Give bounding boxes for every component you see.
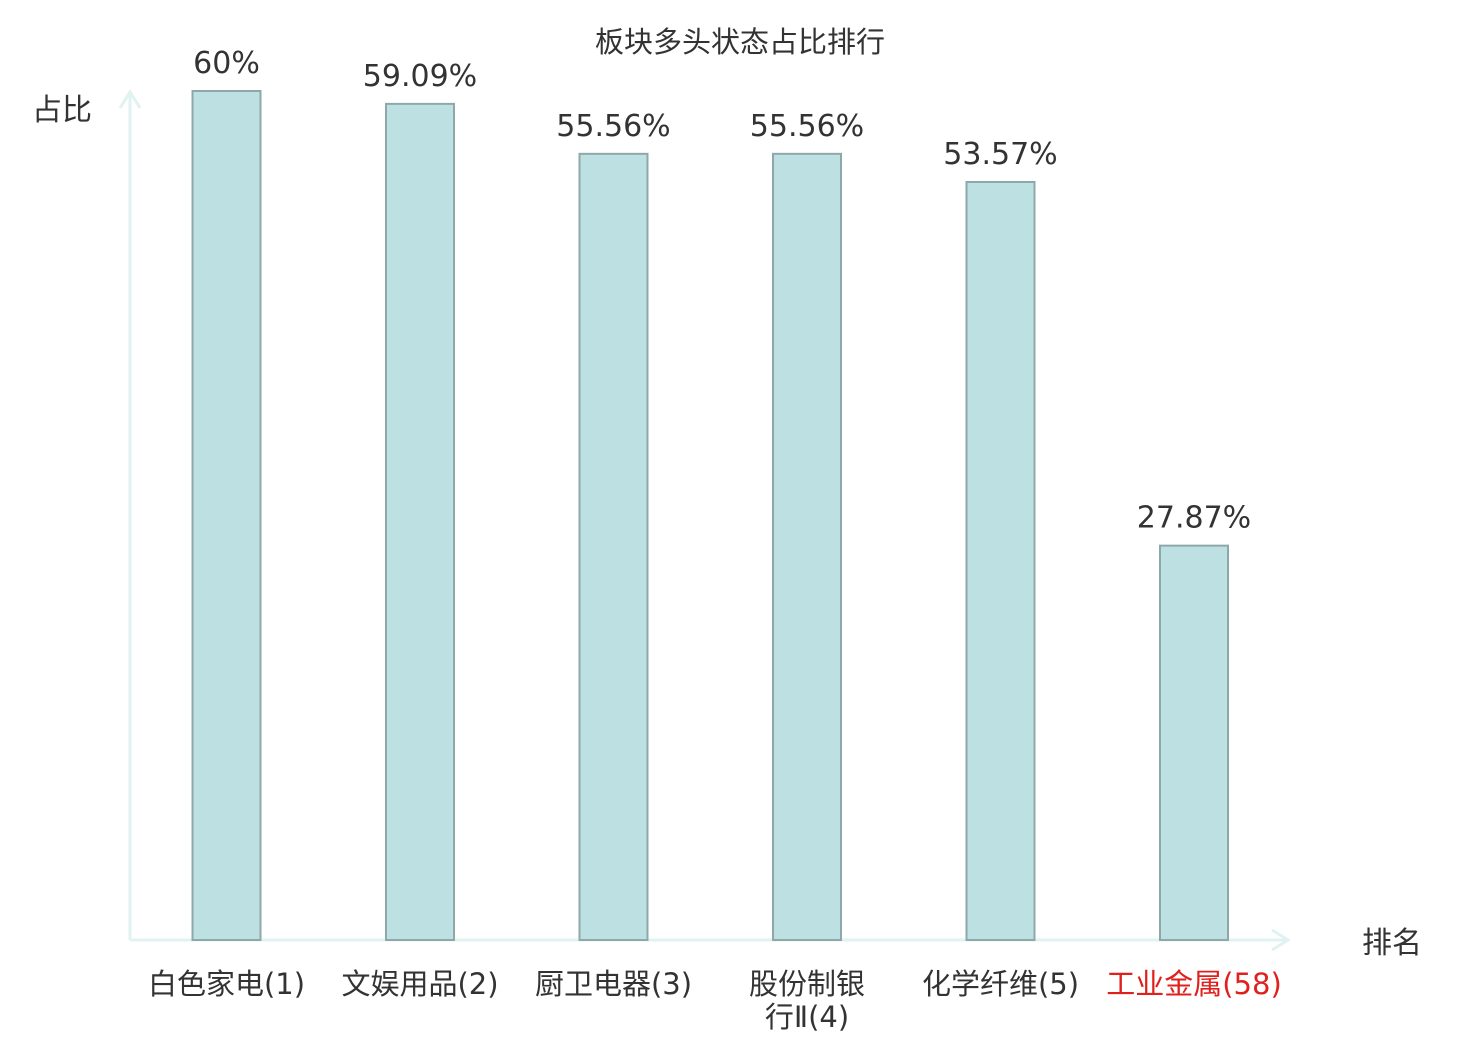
x-axis-label: 排名 [1362, 926, 1422, 961]
category-label-2: 文娱用品(2) [341, 967, 498, 1001]
bar-1 [191, 90, 262, 941]
bar-6 [1159, 544, 1229, 942]
data-label-6: 27.87% [1137, 501, 1251, 536]
y-axis-label: 占比 [32, 93, 92, 128]
data-label-1: 60% [193, 46, 260, 81]
category-label-3: 厨卫电器(3) [535, 967, 692, 1001]
x-axis-arrow [1271, 928, 1291, 952]
data-label-5: 53.57% [943, 137, 1057, 172]
category-label-line: 股份制银 [749, 967, 865, 1001]
data-label-4: 55.56% [750, 109, 864, 144]
axes [118, 89, 1291, 952]
chart-title: 板块多头状态占比排行 [595, 25, 885, 59]
bar-5 [965, 180, 1036, 941]
data-label-3: 55.56% [556, 109, 670, 144]
bars-group [191, 90, 1229, 942]
bar-4 [772, 152, 842, 942]
y-axis-arrow [118, 89, 142, 109]
category-label-6: 工业金属(58) [1106, 967, 1282, 1001]
category-labels-group: 白色家电(1) 文娱用品(2) 厨卫电器(3) 股份制银行Ⅱ(4) 化学纤维(5) 工业金… [148, 967, 1282, 1034]
data-label-2: 59.09% [363, 59, 477, 94]
bar-2 [385, 102, 455, 941]
data-labels-group: 60% 59.09% 55.56% 55.56% 53.57% 27.87% [193, 46, 1251, 536]
category-label-4: 股份制银行Ⅱ(4) [749, 967, 865, 1034]
category-label-1: 白色家电(1) [148, 967, 305, 1001]
bar-3 [578, 152, 649, 942]
category-label-line: 行Ⅱ(4) [765, 1000, 849, 1034]
category-label-5: 化学纤维(5) [922, 967, 1079, 1001]
